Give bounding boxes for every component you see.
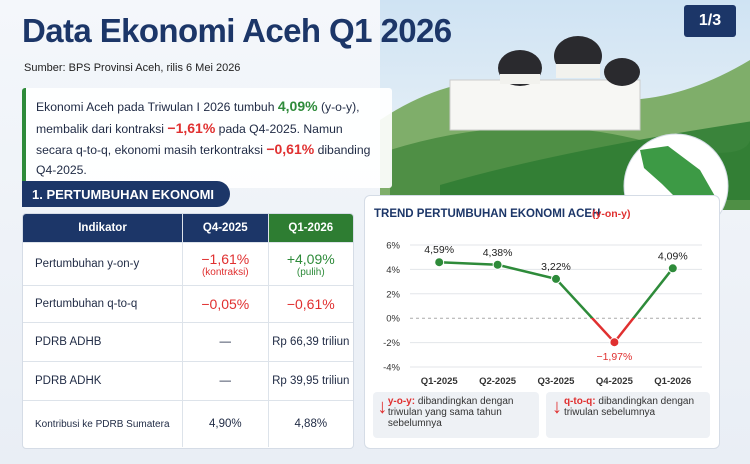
cell-text: −1,61% — [201, 250, 250, 267]
summary-text: dibanding Q4-2025. — [36, 143, 371, 178]
cell-text: +4,09% — [286, 250, 335, 267]
note-text: q-to-q: dibandingkan dengan triwulan seb… — [564, 396, 706, 434]
summary-text: Ekonomi Aceh pada Triwulan I 2026 tumbuh — [36, 100, 278, 114]
note-desc: dibandingkan dengan triwulan yang sama t… — [387, 396, 514, 429]
cell-text: PDRB ADHB — [35, 336, 102, 348]
table-cell: Rp 66,39 triliun — [267, 323, 353, 361]
cell-text: — — [219, 336, 232, 348]
note-arrow: ↓ — [551, 396, 562, 418]
cell-text: Rp 66,39 triliun — [272, 336, 350, 348]
cell-text: Kontribusi ke PDRB Sumatera — [35, 418, 170, 430]
table-cell: 4,88% — [267, 401, 353, 447]
header-row: Indikator Q4-2025 Q1-2026 — [23, 214, 353, 243]
note-text: y-o-y: dibandingkan dengan triwulan yang… — [388, 396, 535, 434]
note-box: ↓ y-o-y: dibandingkan dengan triwulan yan… — [373, 392, 539, 438]
cell-text: PDRB ADHK — [35, 375, 102, 387]
cell-text: 4,88% — [294, 418, 328, 430]
cell-text: — — [219, 375, 232, 387]
cell-text: 4,90% — [208, 418, 242, 430]
summary-text: −1,61% — [167, 119, 216, 136]
cell-note: (kontraksi) — [201, 266, 249, 278]
table-cell: Pertumbuhan y-on-y — [23, 243, 182, 285]
summary-text: (y-o-y), membalik dari kontraksi — [36, 100, 360, 136]
table-cell: −0,61% — [267, 286, 353, 322]
table-cell: Rp 39,95 triliun — [267, 362, 353, 400]
cell-text: Pertumbuhan y-on-y — [35, 258, 140, 270]
table-row: PDRB ADHK — Rp 39,95 triliun — [23, 362, 353, 401]
table: Indikator Q4-2025 Q1-2026 Pertumbuhan y-on-… — [22, 213, 354, 449]
header-cell: Indikator — [23, 214, 183, 242]
table-cell: — — [182, 362, 267, 400]
table-cell: — — [182, 323, 267, 361]
table-cell: Kontribusi ke PDRB Sumatera — [23, 401, 182, 447]
table-cell: PDRB ADHB — [23, 323, 182, 361]
source: Sumber: BPS Provinsi Aceh, rilis 6 Mei 2… — [24, 62, 241, 74]
note-term: y-o-y: — [387, 396, 416, 407]
note-desc: dibandingkan dengan triwulan sebelumnya — [563, 396, 695, 418]
note-term: q-to-q: — [563, 396, 596, 407]
title: Data Ekonomi Aceh Q1 2026 — [22, 12, 452, 49]
note-box: ↓ q-to-q: dibandingkan dengan triwulan se… — [546, 392, 710, 438]
cell-text: −0,05% — [201, 296, 250, 312]
section-label: 1. PERTUMBUHAN EKONOMI — [22, 181, 231, 207]
summary-text: 4,09% — [277, 98, 318, 114]
cell-text: Rp 39,95 triliun — [272, 375, 350, 387]
table-row: Pertumbuhan q-to-q −0,05% −0,61% — [23, 286, 353, 323]
cell-text: Pertumbuhan q-to-q — [35, 298, 138, 310]
note-arrow: ↓ — [377, 396, 388, 418]
summary: Ekonomi Aceh pada Triwulan I 2026 tumbuh… — [22, 88, 392, 188]
table-cell: +4,09% (pulih) — [267, 243, 353, 285]
table-cell: PDRB ADHK — [23, 362, 182, 400]
table-cell: −1,61% (kontraksi) — [182, 243, 267, 285]
table-row: Pertumbuhan y-on-y −1,61% (kontraksi) +4,09… — [23, 243, 353, 286]
cell-text: −0,61% — [286, 296, 335, 312]
cell-note: (pulih) — [296, 266, 325, 278]
page-indicator: 1/3 — [684, 5, 736, 37]
table-cell: −0,05% — [182, 286, 267, 322]
table-row: Kontribusi ke PDRB Sumatera 4,90% 4,88% — [23, 401, 353, 447]
table-row: PDRB ADHB — Rp 66,39 triliun — [23, 323, 353, 362]
header-cell: Q1-2026 — [267, 214, 353, 242]
table-cell: Pertumbuhan q-to-q — [23, 286, 182, 322]
summary-text: pada Q4-2025. Namun secara q-to-q, ekono… — [36, 121, 343, 158]
table-cell: 4,90% — [182, 401, 267, 447]
summary-text: −0,61% — [266, 141, 315, 158]
header-cell: Q4-2025 — [182, 214, 268, 242]
